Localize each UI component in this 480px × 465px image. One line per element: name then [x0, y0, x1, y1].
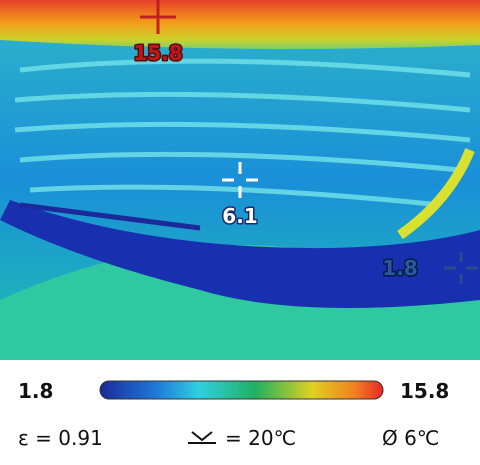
reflected-icon: [188, 431, 216, 444]
scale-min: 1.8: [18, 379, 53, 403]
reflected-temperature: = 20℃: [225, 426, 296, 450]
status-panel: [0, 360, 480, 465]
cold-spot-label: 1.8: [382, 256, 417, 280]
emissivity: ε = 0.91: [18, 426, 103, 450]
color-scale: [99, 380, 384, 400]
scale-max: 15.8: [400, 379, 449, 403]
thermal-image: 15.8 6.1 1.8: [0, 0, 480, 360]
distance-temperature: Ø 6℃: [382, 426, 439, 450]
center-label: 6.1: [222, 204, 257, 228]
hot-spot-label: 15.8: [133, 41, 182, 65]
